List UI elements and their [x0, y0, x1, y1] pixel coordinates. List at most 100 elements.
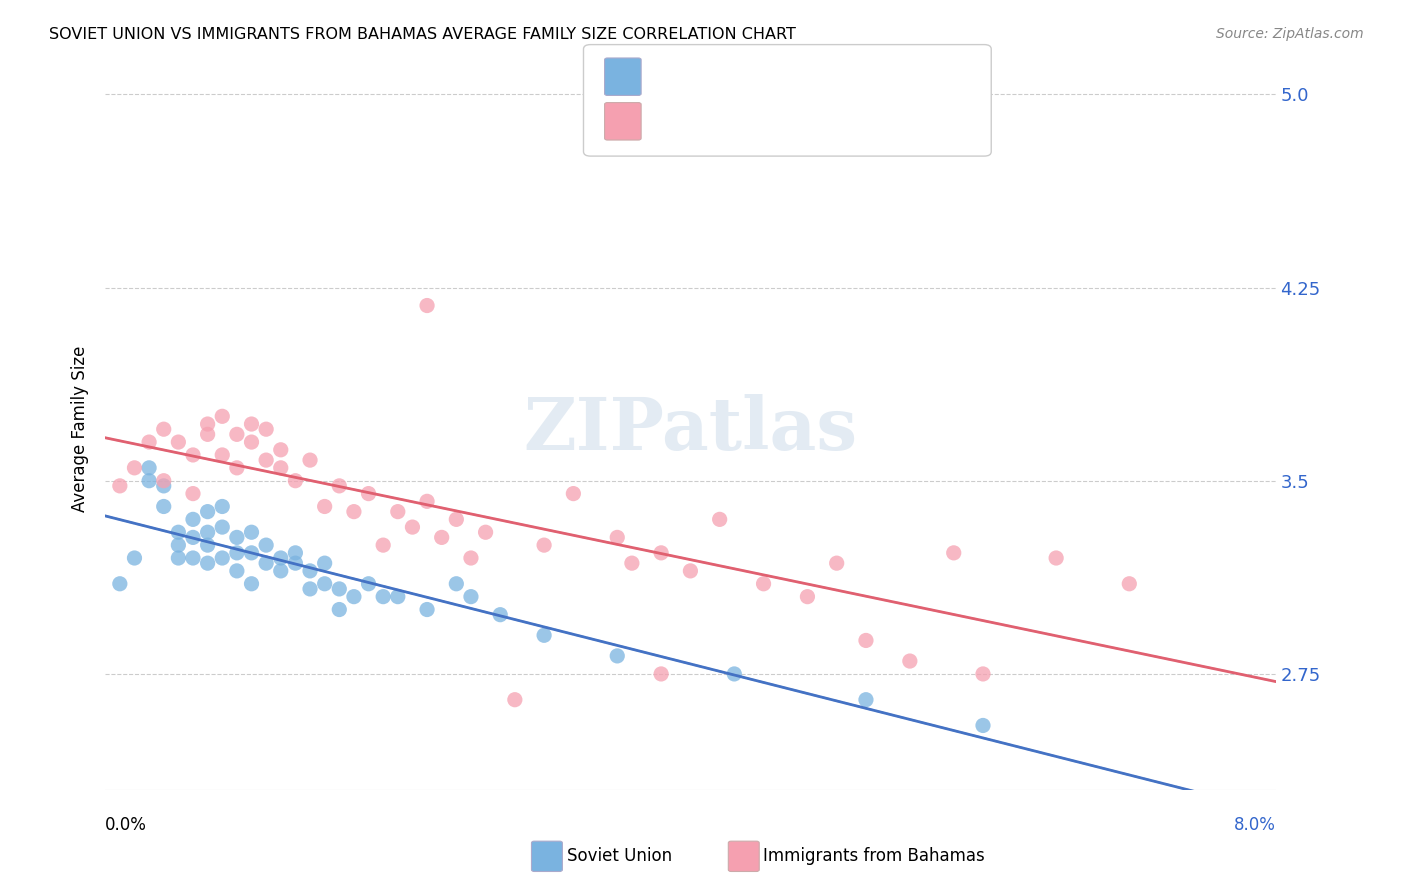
Text: -0.219: -0.219 — [675, 112, 734, 130]
Point — [225, 460, 247, 475]
Point — [314, 556, 336, 570]
Point — [197, 538, 219, 552]
Text: Immigrants from Bahamas: Immigrants from Bahamas — [763, 847, 986, 865]
Point — [211, 551, 233, 566]
Point — [606, 648, 628, 663]
Point — [240, 576, 263, 591]
Point — [314, 576, 336, 591]
Point — [284, 546, 307, 560]
Point — [254, 453, 277, 467]
Point — [152, 474, 174, 488]
Point — [855, 692, 877, 706]
Point — [152, 479, 174, 493]
Point — [446, 512, 468, 526]
Point — [270, 460, 292, 475]
Point — [181, 530, 204, 544]
Point — [284, 474, 307, 488]
Point — [825, 556, 848, 570]
Point — [211, 520, 233, 534]
Point — [254, 422, 277, 436]
Point — [357, 486, 380, 500]
Text: R =: R = — [647, 68, 683, 86]
Point — [225, 564, 247, 578]
Point — [108, 576, 131, 591]
Point — [225, 546, 247, 560]
Point — [108, 479, 131, 493]
Point — [197, 505, 219, 519]
Point — [254, 538, 277, 552]
Point — [240, 435, 263, 450]
Point — [679, 564, 702, 578]
Text: N =: N = — [766, 68, 803, 86]
Point — [138, 460, 160, 475]
Text: Soviet Union: Soviet Union — [567, 847, 672, 865]
Point — [181, 512, 204, 526]
Point — [401, 520, 423, 534]
Text: ZIPatlas: ZIPatlas — [523, 393, 858, 465]
Text: 8.0%: 8.0% — [1233, 815, 1275, 834]
Point — [650, 667, 672, 681]
Point — [138, 474, 160, 488]
Text: 0.0%: 0.0% — [105, 815, 148, 834]
Point — [328, 582, 350, 596]
Point — [533, 628, 555, 642]
Text: R =: R = — [647, 112, 683, 130]
Point — [284, 556, 307, 570]
Point — [972, 667, 994, 681]
Point — [138, 435, 160, 450]
Point — [270, 551, 292, 566]
Point — [240, 525, 263, 540]
Point — [211, 448, 233, 462]
Point — [972, 718, 994, 732]
Point — [197, 525, 219, 540]
Point — [430, 530, 453, 544]
Point — [373, 538, 395, 552]
Point — [299, 582, 322, 596]
Point — [225, 427, 247, 442]
Point — [373, 590, 395, 604]
Point — [328, 479, 350, 493]
Point — [240, 546, 263, 560]
Point — [562, 486, 585, 500]
Point — [270, 564, 292, 578]
Point — [1045, 551, 1067, 566]
Text: 53: 53 — [799, 112, 821, 130]
Point — [314, 500, 336, 514]
Point — [240, 417, 263, 431]
Point — [197, 556, 219, 570]
Point — [416, 494, 439, 508]
Point — [489, 607, 512, 622]
Point — [299, 453, 322, 467]
Point — [197, 417, 219, 431]
Point — [1118, 576, 1140, 591]
Point — [197, 427, 219, 442]
Point — [855, 633, 877, 648]
Point — [254, 556, 277, 570]
Point — [709, 512, 731, 526]
Point — [167, 551, 190, 566]
Point — [270, 442, 292, 457]
Point — [898, 654, 921, 668]
Point — [752, 576, 775, 591]
Point — [299, 564, 322, 578]
Point — [474, 525, 496, 540]
Point — [152, 500, 174, 514]
Text: 50: 50 — [799, 68, 821, 86]
Point — [503, 692, 526, 706]
Point — [225, 530, 247, 544]
Point — [167, 538, 190, 552]
Point — [796, 590, 818, 604]
Point — [357, 576, 380, 591]
Point — [606, 530, 628, 544]
Text: -0.176: -0.176 — [675, 68, 734, 86]
Point — [343, 590, 366, 604]
Point — [446, 576, 468, 591]
Point — [181, 448, 204, 462]
Point — [124, 460, 146, 475]
Point — [152, 422, 174, 436]
Point — [460, 590, 482, 604]
Point — [620, 556, 643, 570]
Point — [343, 505, 366, 519]
Text: N =: N = — [766, 112, 803, 130]
Point — [181, 486, 204, 500]
